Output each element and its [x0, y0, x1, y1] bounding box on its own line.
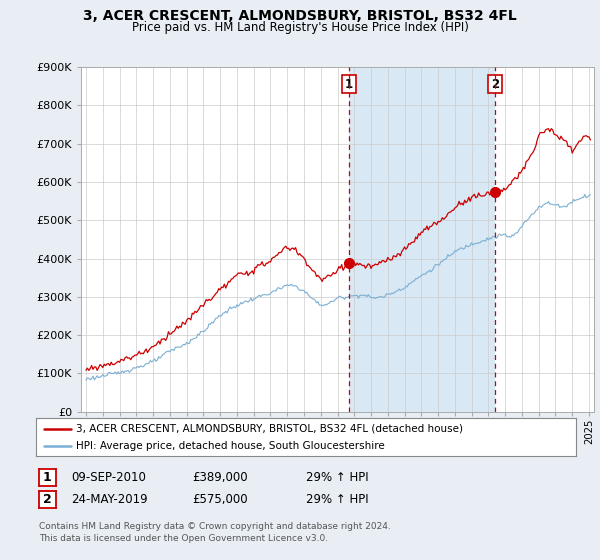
Text: £389,000: £389,000	[192, 470, 248, 484]
Text: Price paid vs. HM Land Registry's House Price Index (HPI): Price paid vs. HM Land Registry's House …	[131, 21, 469, 34]
Text: 2: 2	[491, 77, 499, 91]
Text: 3, ACER CRESCENT, ALMONDSBURY, BRISTOL, BS32 4FL: 3, ACER CRESCENT, ALMONDSBURY, BRISTOL, …	[83, 9, 517, 23]
Text: 29% ↑ HPI: 29% ↑ HPI	[306, 493, 368, 506]
Text: 09-SEP-2010: 09-SEP-2010	[71, 470, 146, 484]
Text: 2: 2	[43, 493, 52, 506]
Text: 29% ↑ HPI: 29% ↑ HPI	[306, 470, 368, 484]
Bar	[349, 67, 495, 412]
Text: HPI: Average price, detached house, South Gloucestershire: HPI: Average price, detached house, Sout…	[77, 441, 385, 451]
Text: 24-MAY-2019: 24-MAY-2019	[71, 493, 148, 506]
Text: £575,000: £575,000	[192, 493, 248, 506]
Text: 1: 1	[43, 470, 52, 484]
Text: 3, ACER CRESCENT, ALMONDSBURY, BRISTOL, BS32 4FL (detached house): 3, ACER CRESCENT, ALMONDSBURY, BRISTOL, …	[77, 423, 464, 433]
Text: 1: 1	[345, 77, 353, 91]
Text: Contains HM Land Registry data © Crown copyright and database right 2024.
This d: Contains HM Land Registry data © Crown c…	[39, 522, 391, 543]
